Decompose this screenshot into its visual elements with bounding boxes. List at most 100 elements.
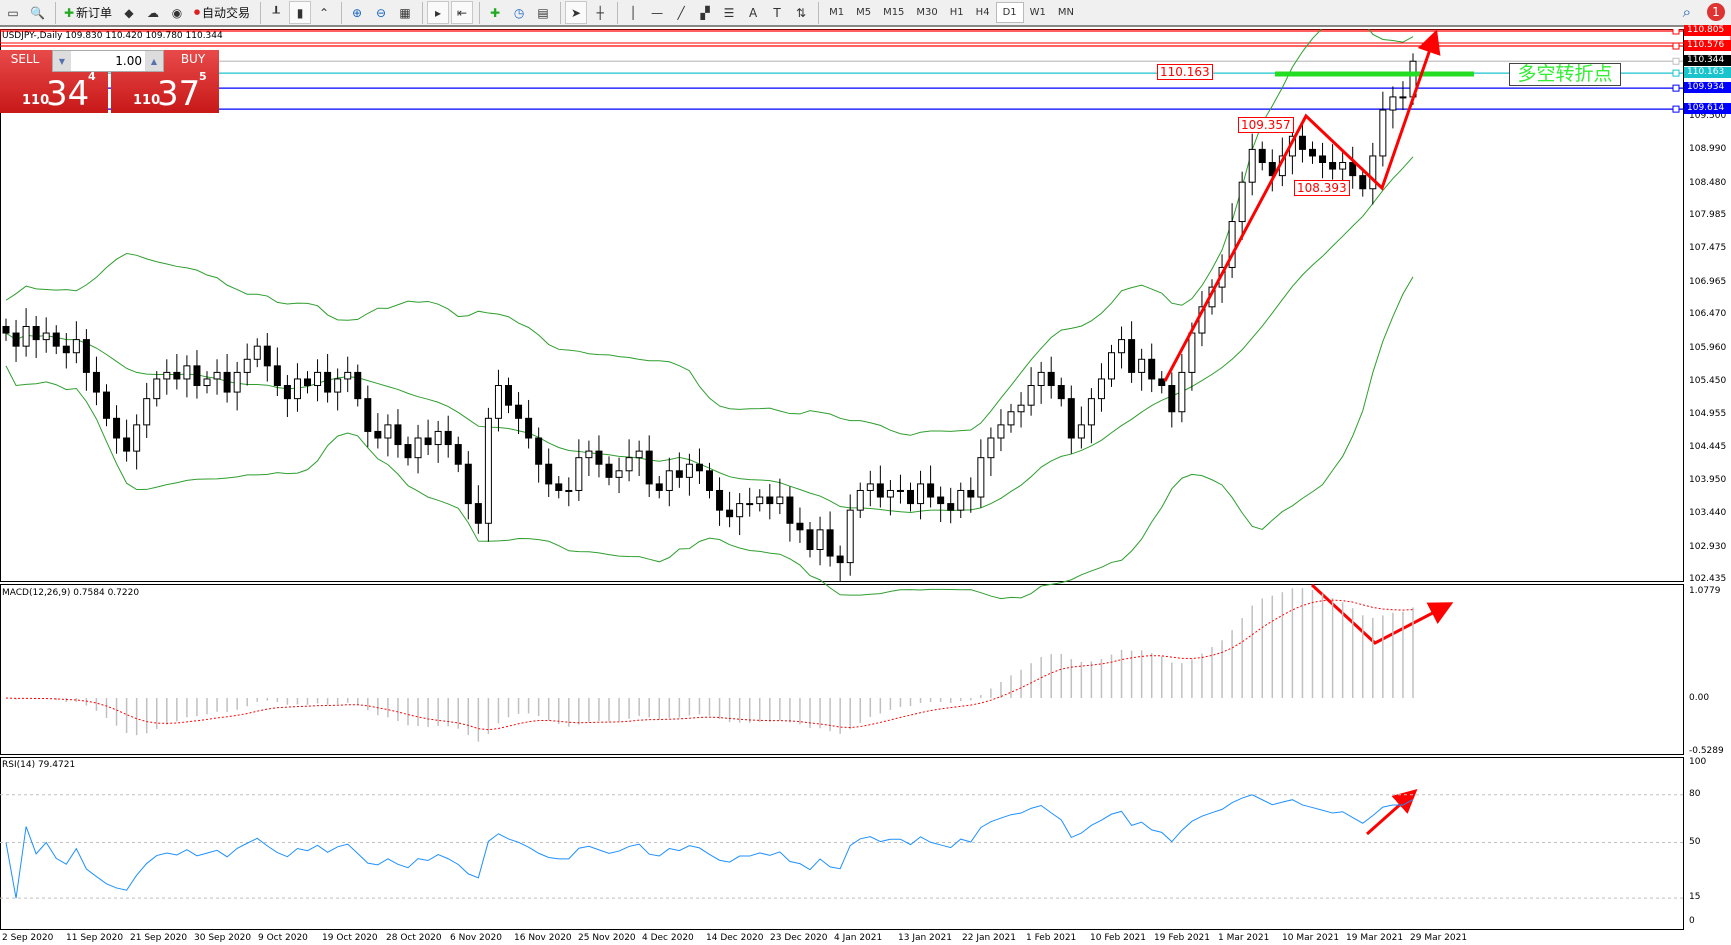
candle xyxy=(886,479,894,516)
buy-button[interactable]: BUY 110 37 5 xyxy=(111,50,219,113)
timeframe-m30[interactable]: M30 xyxy=(916,7,938,18)
cursor-button[interactable]: ➤ xyxy=(565,1,588,24)
trend-line-button[interactable]: ╱ xyxy=(670,1,692,24)
lot-size-stepper[interactable]: ▼ 1.00 ▲ xyxy=(52,50,164,72)
timeframe-mn[interactable]: MN xyxy=(1057,7,1074,18)
window-button[interactable]: ▭ xyxy=(2,1,24,24)
macd-signal-line xyxy=(5,599,1414,731)
tile-button[interactable]: ▦ xyxy=(394,1,416,24)
candle-body xyxy=(947,503,955,511)
fibo-channel-button[interactable]: ▞ xyxy=(694,1,716,24)
candle xyxy=(937,486,945,522)
candle-body xyxy=(866,483,874,491)
line-chart-button[interactable]: ⌃ xyxy=(313,1,335,24)
timeframe-m1[interactable]: M1 xyxy=(829,7,845,18)
candle xyxy=(997,409,1005,452)
new-order-button[interactable]: ✚ 新订单 xyxy=(60,1,116,24)
search-icon[interactable]: ⌕ xyxy=(1682,3,1691,21)
candle xyxy=(866,470,874,507)
text-label-button[interactable]: T xyxy=(766,1,788,24)
zoom-window-button[interactable]: 🔍 xyxy=(26,1,49,24)
book-icon: ◆ xyxy=(124,5,134,20)
autoscroll-button[interactable]: ▸ xyxy=(427,1,450,24)
notification-badge[interactable]: 1 xyxy=(1707,3,1725,21)
timeframe-h1[interactable]: H1 xyxy=(949,7,964,18)
candle xyxy=(1118,326,1126,369)
signal-icon: ◉ xyxy=(171,5,183,20)
candle-body xyxy=(1128,339,1136,373)
candle xyxy=(1007,403,1015,433)
auto-trading-button[interactable]: ⏺ 自动交易 xyxy=(190,1,254,24)
toolbar-separator xyxy=(54,1,56,24)
candle-body xyxy=(92,371,100,393)
timeframe-m5[interactable]: M5 xyxy=(856,7,872,18)
fibo-button[interactable]: ☰ xyxy=(718,1,740,24)
candle xyxy=(454,436,462,473)
candle-body xyxy=(143,398,151,426)
candle-body xyxy=(243,358,251,373)
price-label-110163: 110.163 xyxy=(1157,64,1213,80)
candle xyxy=(494,369,502,432)
candle-body xyxy=(1108,352,1115,380)
buy-price-main: 37 xyxy=(157,74,201,114)
candle xyxy=(32,315,40,358)
candle xyxy=(12,319,20,362)
chart-area[interactable] xyxy=(0,29,1731,945)
candle xyxy=(1027,367,1035,416)
add-indicator-button[interactable]: ✚ xyxy=(484,1,506,24)
candle-body xyxy=(314,371,322,387)
timeframe-m15[interactable]: M15 xyxy=(883,7,905,18)
lot-increase-button[interactable]: ▲ xyxy=(145,51,163,71)
candle xyxy=(203,371,211,394)
chart-shift-button[interactable]: ⇤ xyxy=(451,1,474,24)
one-click-trading-panel: SELL 110 34 4 BUY 110 37 5 ▼ 1.00 ▲ xyxy=(0,50,219,113)
candle xyxy=(1399,81,1407,111)
template-button[interactable]: ▤ xyxy=(532,1,554,24)
lot-decrease-button[interactable]: ▼ xyxy=(53,51,71,71)
candle xyxy=(635,440,643,477)
zoom-out-button[interactable]: ⊖ xyxy=(370,1,392,24)
sell-price-sup: 4 xyxy=(88,70,96,83)
candle xyxy=(444,415,452,458)
vertical-line-button[interactable]: │ xyxy=(622,1,644,24)
arrows-button[interactable]: ⇅ xyxy=(790,1,812,24)
candle-body xyxy=(454,444,462,465)
candle-body xyxy=(1118,339,1126,354)
timeframe-h4[interactable]: H4 xyxy=(975,7,990,18)
candle-chart-button[interactable]: ▮ xyxy=(289,1,312,24)
candle-body xyxy=(756,496,764,505)
candle xyxy=(605,456,613,486)
rsi-axis-label: 50 xyxy=(1689,836,1701,847)
crosshair-icon: ┼ xyxy=(596,5,604,20)
candle xyxy=(555,476,563,499)
lot-size-input[interactable]: 1.00 xyxy=(115,54,142,68)
date-axis-label: 19 Mar 2021 xyxy=(1346,933,1404,943)
timeframe-d1[interactable]: D1 xyxy=(995,2,1024,23)
line-handle xyxy=(1672,42,1680,50)
candle-body xyxy=(695,463,703,472)
text-button[interactable]: A xyxy=(742,1,764,24)
candle xyxy=(1178,354,1186,423)
crosshair-button[interactable]: ┼ xyxy=(589,1,611,24)
candle xyxy=(103,384,110,427)
book-button[interactable]: ◆ xyxy=(118,1,140,24)
horizontal-line-button[interactable]: — xyxy=(646,1,668,24)
candle-body xyxy=(1178,371,1186,413)
timeframe-w1[interactable]: W1 xyxy=(1029,7,1046,18)
price-axis-label: 107.985 xyxy=(1689,209,1727,220)
candle-body xyxy=(32,325,40,341)
clock-icon: ◷ xyxy=(513,5,525,20)
cloud-button[interactable]: ☁ xyxy=(142,1,164,24)
candle-body xyxy=(766,496,774,505)
candle xyxy=(726,491,734,528)
clock-button[interactable]: ◷ xyxy=(508,1,530,24)
signal-button[interactable]: ◉ xyxy=(166,1,188,24)
date-axis-label: 23 Dec 2020 xyxy=(770,933,828,943)
buy-price-prefix: 110 xyxy=(133,93,161,108)
candle xyxy=(1047,356,1055,399)
price-axis-label: 108.990 xyxy=(1689,144,1727,155)
candle xyxy=(364,385,372,448)
bar-chart-button[interactable]: ┸ xyxy=(265,1,287,24)
rsi-pane-frame xyxy=(0,757,1684,930)
zoom-in-button[interactable]: ⊕ xyxy=(346,1,368,24)
